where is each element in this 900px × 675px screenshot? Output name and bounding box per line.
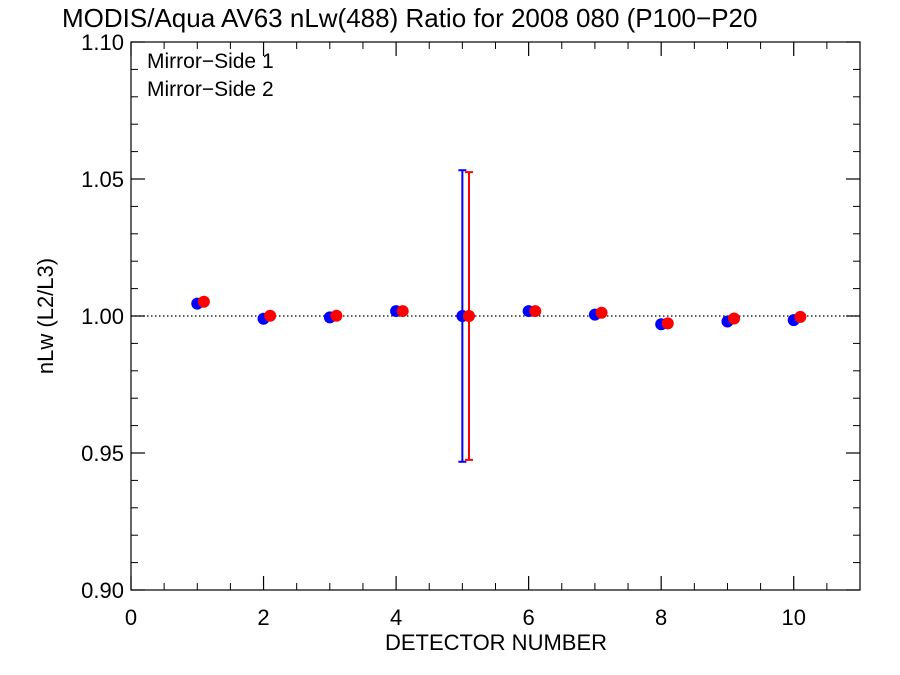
legend-entry-mirror-side-2: Mirror−Side 2 [147, 78, 274, 101]
legend-entry-mirror-side-1: Mirror−Side 1 [147, 50, 274, 73]
x-tick-label: 10 [781, 605, 805, 630]
axes: 0 2 4 6 8 10 0.90 0.95 1.00 1.05 1.10 [81, 30, 861, 630]
data-point-mirror-side-2 [330, 309, 343, 322]
y-tick-label: 1.05 [81, 167, 124, 192]
data-point-mirror-side-2 [462, 310, 475, 322]
data-point-mirror-side-2 [396, 305, 409, 318]
x-tick-label: 4 [390, 605, 402, 630]
y-tick-label: 1.10 [81, 30, 124, 55]
x-tick-label: 8 [655, 605, 667, 630]
data-point-mirror-side-2 [661, 317, 674, 330]
y-axis-label: nLw (L2/L3) [33, 258, 58, 374]
data-point-mirror-side-2 [728, 312, 741, 325]
y-tick-label: 1.00 [81, 304, 124, 329]
x-tick-label: 2 [257, 605, 269, 630]
y-tick-label: 0.90 [81, 578, 124, 603]
data-marks [191, 169, 807, 463]
x-tick-label: 0 [125, 605, 137, 630]
x-tick-label: 6 [523, 605, 535, 630]
chart-title: MODIS/Aqua AV63 nLw(488) Ratio for 2008 … [62, 3, 757, 33]
data-point-mirror-side-2 [529, 305, 542, 318]
y-tick-label: 0.95 [81, 441, 124, 466]
data-point-mirror-side-2 [794, 310, 807, 323]
legend: Mirror−Side 1 Mirror−Side 2 [147, 50, 274, 101]
data-point-mirror-side-2 [264, 309, 277, 322]
data-point-mirror-side-2 [595, 306, 608, 319]
data-point-mirror-side-2 [197, 295, 210, 308]
x-axis-label: DETECTOR NUMBER [385, 630, 607, 655]
